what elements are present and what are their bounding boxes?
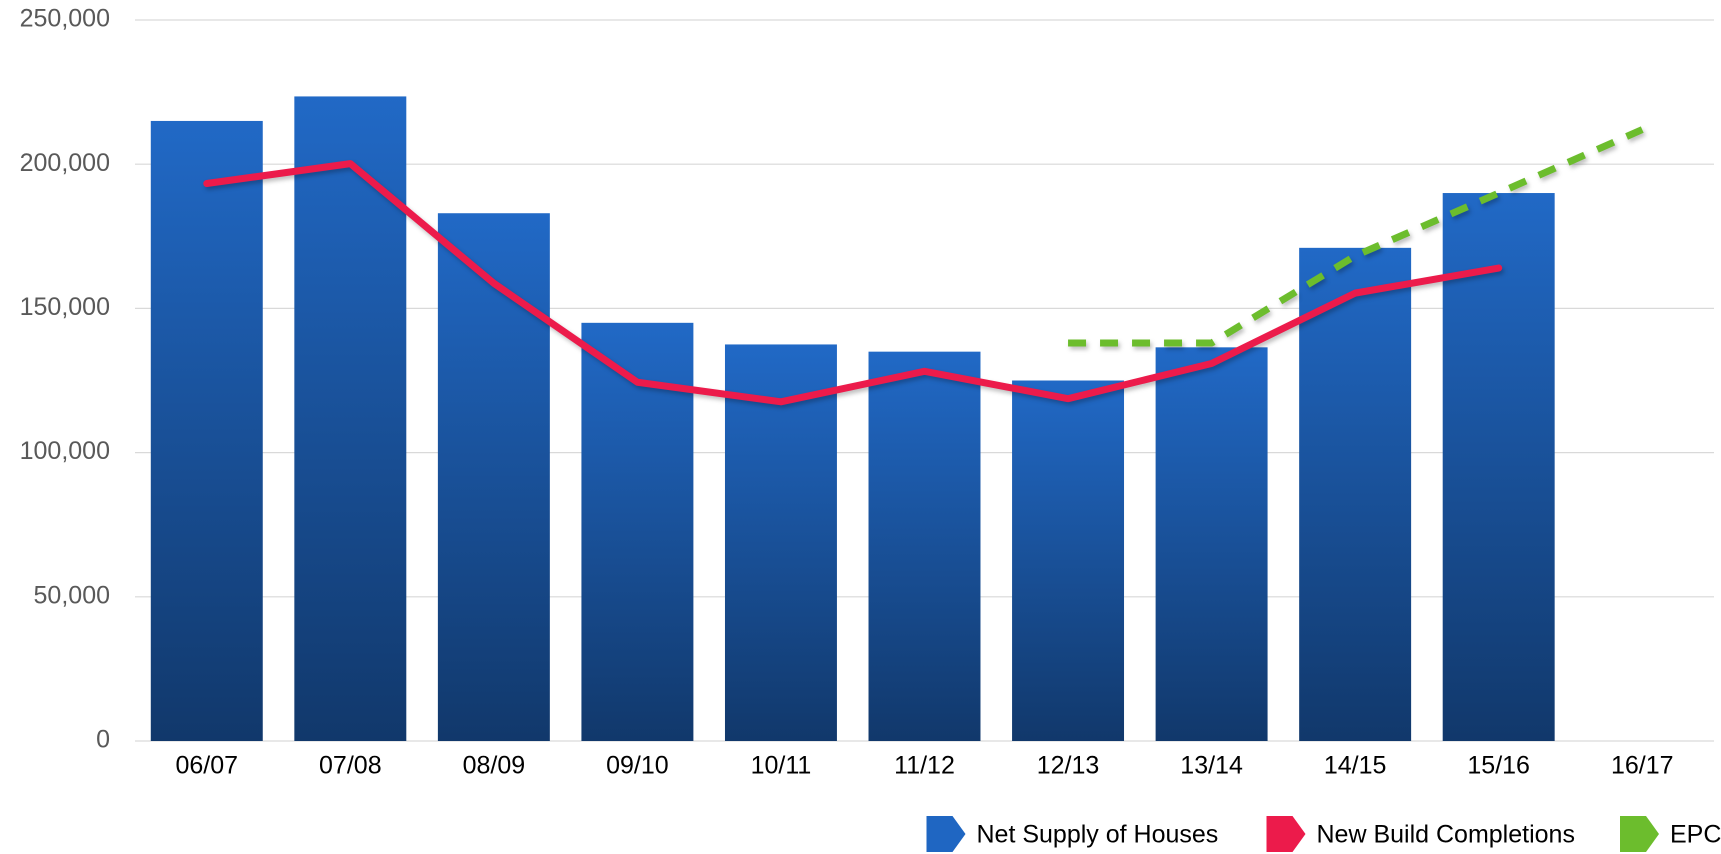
bar [1442, 193, 1555, 742]
legend-marker [926, 816, 966, 852]
bar [868, 351, 981, 741]
x-tick-label: 10/11 [751, 752, 812, 780]
y-tick-label: 200,000 [20, 149, 110, 177]
y-tick-label: 0 [96, 726, 110, 754]
bar [724, 344, 837, 741]
y-tick-label: 50,000 [34, 581, 110, 609]
bar [294, 96, 407, 741]
bar [581, 322, 694, 741]
x-tick-label: 12/13 [1037, 752, 1100, 780]
y-tick-label: 150,000 [20, 293, 110, 321]
bar [1299, 247, 1412, 741]
legend-label: Net Supply of Houses [977, 821, 1219, 849]
line [1068, 126, 1644, 347]
legend-marker [1266, 816, 1306, 852]
x-tick-label: 08/09 [463, 752, 526, 780]
bar [1155, 347, 1268, 741]
x-tick-label: 13/14 [1180, 752, 1243, 780]
x-tick-label: 14/15 [1324, 752, 1387, 780]
bar [1012, 380, 1125, 741]
bar [437, 213, 550, 741]
y-tick-label: 250,000 [20, 5, 110, 33]
legend-marker [1620, 816, 1659, 852]
x-tick-label: 15/16 [1467, 752, 1530, 780]
x-tick-label: 11/12 [894, 752, 955, 780]
x-tick-label: 09/10 [606, 752, 669, 780]
line [203, 160, 1503, 406]
x-tick-label: 07/08 [319, 752, 382, 780]
legend-label: EPCs [1670, 821, 1721, 849]
legend-label: New Build Completions [1317, 821, 1575, 849]
x-tick-label: 16/17 [1611, 752, 1674, 780]
y-tick-label: 100,000 [20, 437, 110, 465]
bar [150, 120, 263, 741]
x-tick-label: 06/07 [175, 752, 238, 780]
